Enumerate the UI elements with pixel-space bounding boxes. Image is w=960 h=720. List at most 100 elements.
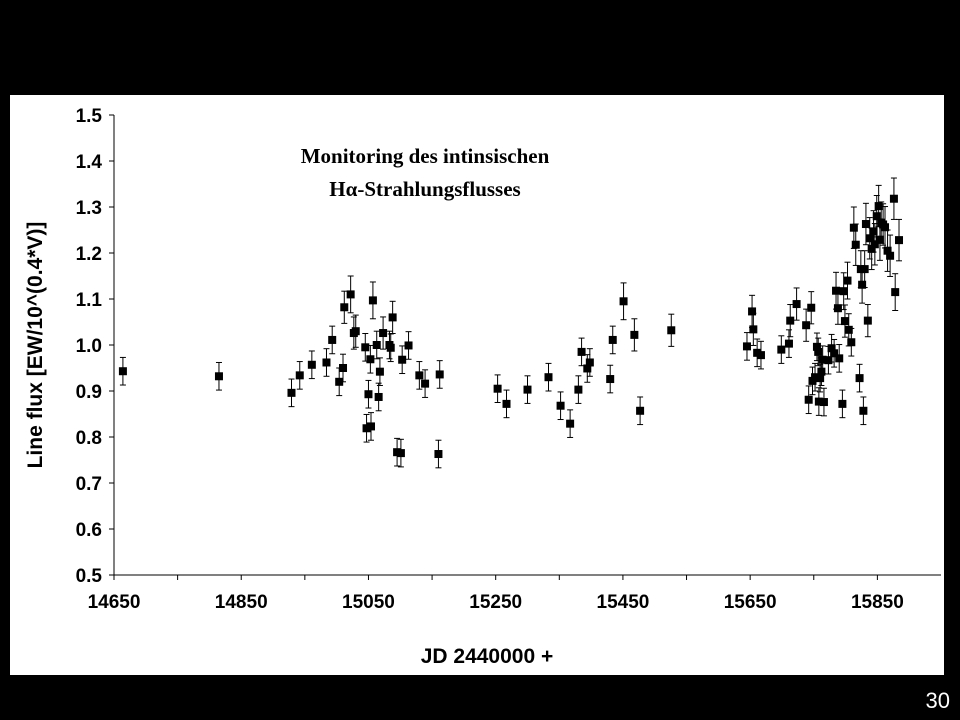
data-point: [849, 223, 858, 232]
data-point: [388, 313, 397, 322]
data-point: [886, 251, 895, 260]
data-point: [874, 202, 883, 211]
data-point: [577, 347, 586, 356]
data-point: [379, 329, 388, 338]
data-point: [295, 371, 304, 380]
data-point: [807, 303, 816, 312]
data-point: [860, 265, 869, 274]
scatter-chart: 0.50.60.70.80.91.01.11.21.31.41.5 14650 1…: [24, 106, 941, 668]
data-point: [368, 296, 377, 305]
data-point: [838, 399, 847, 408]
data-point: [544, 373, 553, 382]
data-point: [556, 401, 565, 410]
data-point: [585, 358, 594, 367]
data-point: [434, 450, 443, 459]
data-point: [749, 325, 758, 334]
data-point: [881, 223, 890, 232]
data-point: [335, 377, 344, 386]
data-point: [386, 343, 395, 352]
data-point: [872, 212, 881, 221]
data-point: [502, 399, 511, 408]
data-point: [839, 287, 848, 296]
data-point: [830, 349, 839, 358]
data-point: [398, 355, 407, 364]
data-point: [351, 327, 360, 336]
data-point: [606, 375, 615, 384]
data-point: [863, 316, 872, 325]
y-tick-label: 1.3: [76, 198, 102, 219]
data-point: [339, 364, 348, 372]
data-point: [574, 385, 583, 394]
data-point: [777, 345, 786, 354]
data-point: [619, 297, 628, 306]
data-point: [858, 280, 867, 289]
data-point: [804, 395, 813, 404]
y-tick-label: 0.9: [76, 382, 102, 403]
data-point: [891, 288, 900, 297]
data-point: [636, 406, 645, 415]
y-tick-label: 0.8: [76, 428, 102, 449]
data-point: [819, 398, 828, 407]
x-tick-label: 15250: [469, 592, 522, 613]
y-tick-label: 0.5: [76, 566, 103, 587]
x-tick-label: 14850: [215, 592, 268, 613]
data-point: [630, 330, 639, 339]
data-point: [869, 227, 878, 236]
x-tick-label: 15450: [597, 592, 650, 613]
y-tick-label: 0.7: [76, 474, 102, 495]
data-point: [818, 355, 827, 364]
data-point: [566, 419, 575, 428]
data-point: [814, 347, 823, 356]
x-tick-label: 14650: [88, 592, 141, 613]
data-point: [493, 384, 502, 393]
data-point: [366, 355, 375, 364]
data-point: [367, 422, 376, 431]
x-tick-label: 15050: [342, 592, 395, 613]
data-point: [865, 234, 874, 243]
slide-number: 30: [925, 688, 950, 713]
data-point: [362, 424, 371, 433]
data-point: [812, 342, 821, 351]
data-point: [883, 246, 892, 255]
data-point: [346, 290, 355, 299]
data-point: [851, 240, 860, 249]
data-point: [396, 449, 405, 458]
y-tick-label: 1.2: [76, 244, 102, 265]
data-point: [786, 316, 795, 325]
data-point: [421, 379, 430, 388]
data-point: [843, 276, 852, 285]
data-point: [870, 240, 879, 249]
data-point: [435, 370, 444, 379]
data-point: [328, 335, 337, 344]
data-point: [859, 406, 868, 415]
data-point: [802, 321, 811, 330]
data-point: [307, 360, 316, 369]
data-point: [861, 220, 870, 229]
data-point: [840, 317, 849, 326]
data-point: [667, 326, 676, 335]
data-point: [287, 388, 296, 397]
data-point: [583, 364, 592, 373]
y-tick-label: 0.6: [76, 520, 102, 541]
error-bars: [119, 177, 903, 469]
y-ticks: 0.5 0.6 0.7 0.8 0.9 1.0 1.1 1.2 1.3 1.4 1.5: [76, 106, 114, 587]
data-point: [748, 307, 757, 316]
data-point: [756, 351, 765, 360]
data-point: [404, 341, 413, 350]
data-point: [742, 342, 751, 351]
data-point: [784, 339, 793, 348]
data-point: [340, 303, 349, 312]
y-tick-label: 1.5: [76, 106, 103, 127]
data-point: [814, 397, 823, 406]
data-point: [844, 325, 853, 334]
data-point: [816, 374, 825, 383]
y-tick-label: 1.0: [76, 336, 102, 357]
data-point: [832, 286, 841, 295]
data-point: [827, 344, 836, 353]
y-tick-label: 1.1: [76, 290, 103, 311]
data-point: [118, 367, 127, 376]
data-point: [415, 371, 424, 380]
data-point: [214, 372, 223, 381]
x-ticks: 14650 14850 15050 15250 15450 15650 15850: [88, 575, 904, 613]
data-point: [811, 373, 820, 382]
